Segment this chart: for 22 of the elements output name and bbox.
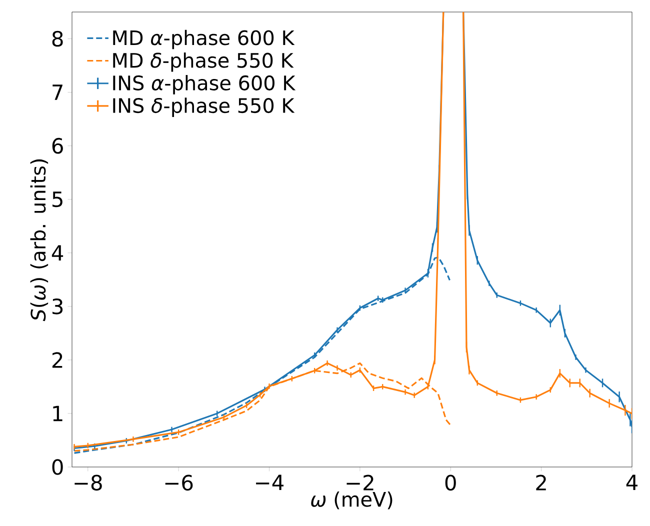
y-tick-label: 0 bbox=[52, 459, 63, 475]
y-tick-label: 6 bbox=[52, 138, 63, 154]
y-tick-label: 4 bbox=[52, 245, 64, 261]
y-tick-label: 2 bbox=[52, 352, 62, 368]
legend-label: INS δ-phase 550 K bbox=[113, 98, 295, 117]
legend-label: MD δ-phase 550 K bbox=[113, 52, 294, 72]
y-tick-label: 5 bbox=[52, 192, 62, 208]
x-tick-label: −8 bbox=[74, 474, 102, 491]
x-tick-label: 4 bbox=[626, 474, 638, 490]
x-tick-label: 0 bbox=[445, 474, 456, 491]
y-tick-label: 7 bbox=[52, 84, 62, 100]
x-tick-label: −6 bbox=[165, 474, 193, 491]
x-axis-title: ω (meV) bbox=[311, 491, 392, 510]
x-tick-label: −4 bbox=[256, 474, 284, 490]
x-tick-label: 2 bbox=[536, 474, 546, 490]
y-axis-title: S(ω) (arb. units) bbox=[30, 159, 48, 322]
y-tick-label: 1 bbox=[53, 406, 62, 422]
legend-label: INS α-phase 600 K bbox=[113, 75, 296, 94]
y-tick-label: 3 bbox=[52, 298, 63, 314]
legend-label: MD α-phase 600 K bbox=[113, 30, 295, 50]
y-tick-label: 8 bbox=[52, 30, 63, 47]
x-tick-label: −2 bbox=[346, 474, 374, 490]
